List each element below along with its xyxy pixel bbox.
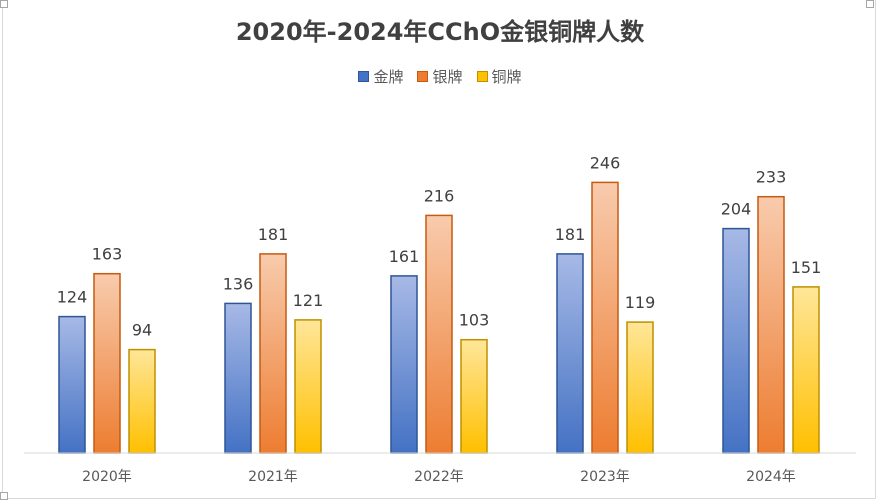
data-label-gold-3: 181 <box>555 225 586 244</box>
data-label-gold-4: 204 <box>721 200 752 219</box>
bar-gold-1 <box>224 302 252 454</box>
data-label-bronze-2: 103 <box>459 311 490 330</box>
bar-bronze-2 <box>460 338 488 454</box>
bar-bronze-1 <box>294 319 322 454</box>
data-label-bronze-4: 151 <box>791 258 822 277</box>
bar-bronze-0 <box>128 348 156 454</box>
data-label-silver-1: 181 <box>258 225 289 244</box>
data-label-silver-3: 246 <box>590 153 621 172</box>
legend-swatch-gold <box>358 71 370 82</box>
legend: 金牌 银牌 铜牌 <box>0 66 880 87</box>
legend-label-bronze: 铜牌 <box>491 68 522 86</box>
data-label-gold-2: 161 <box>389 247 420 266</box>
bar-silver-4 <box>757 195 785 454</box>
x-tick-label-0: 2020年 <box>82 469 132 485</box>
bar-silver-3 <box>591 181 619 454</box>
resize-handle-bottom-left[interactable] <box>0 492 8 500</box>
legend-item-bronze: 铜牌 <box>476 66 522 87</box>
legend-label-silver: 银牌 <box>432 68 463 86</box>
data-label-bronze-0: 94 <box>132 321 152 340</box>
bar-gold-3 <box>556 253 584 454</box>
data-label-bronze-1: 121 <box>293 291 324 310</box>
legend-item-silver: 银牌 <box>417 66 463 87</box>
x-tick-label-2: 2022年 <box>414 469 464 485</box>
x-tick-label-1: 2021年 <box>248 469 298 485</box>
data-label-silver-4: 233 <box>756 168 787 187</box>
bar-bronze-3 <box>626 321 654 454</box>
resize-handle-top-right[interactable] <box>866 0 874 8</box>
chart-title: 2020年-2024年CChO金银铜牌人数 <box>235 18 645 46</box>
bar-silver-1 <box>259 253 287 454</box>
bar-bronze-4 <box>792 286 820 454</box>
bar-silver-0 <box>93 272 121 454</box>
bar-gold-2 <box>390 275 418 454</box>
bar-gold-0 <box>58 315 86 454</box>
data-label-gold-0: 124 <box>57 288 88 307</box>
x-tick-label-3: 2023年 <box>580 469 630 485</box>
legend-swatch-bronze <box>476 71 488 82</box>
data-label-bronze-3: 119 <box>625 293 656 312</box>
legend-swatch-silver <box>417 71 429 82</box>
data-label-silver-0: 163 <box>92 245 123 264</box>
x-tick-label-4: 2024年 <box>746 469 796 485</box>
resize-handle-top-left[interactable] <box>0 0 8 8</box>
bar-gold-4 <box>722 227 750 454</box>
legend-label-gold: 金牌 <box>373 68 404 86</box>
legend-item-gold: 金牌 <box>358 66 403 87</box>
bar-silver-2 <box>425 214 453 454</box>
data-label-gold-1: 136 <box>223 274 254 293</box>
data-label-silver-2: 216 <box>424 186 455 205</box>
